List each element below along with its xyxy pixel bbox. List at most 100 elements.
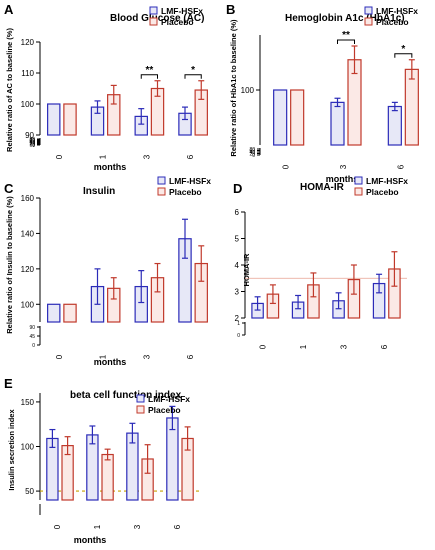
bar-placebo bbox=[404, 68, 419, 146]
x-tick-label: 0 bbox=[55, 354, 64, 359]
legend-label: LMF-HSFx bbox=[148, 394, 190, 404]
significance-label: * bbox=[191, 65, 195, 76]
y-tick-label: 4 bbox=[235, 261, 240, 270]
panel-letter: E bbox=[4, 376, 13, 391]
y-tick-label: 100 bbox=[21, 300, 35, 309]
significance-bracket bbox=[394, 53, 413, 58]
y-break-tick-label: 60 bbox=[249, 149, 255, 155]
y-break-tick-label: 0 bbox=[32, 343, 35, 349]
x-tick-label: 1 bbox=[99, 154, 108, 159]
x-tick-label: 3 bbox=[339, 164, 348, 169]
x-tick-label: 3 bbox=[142, 154, 151, 159]
y-tick-label: 160 bbox=[21, 194, 35, 203]
x-tick-label: 0 bbox=[282, 164, 291, 169]
x-tick-label: 6 bbox=[186, 354, 195, 359]
x-tick-label: 6 bbox=[396, 164, 405, 169]
legend-swatch bbox=[354, 187, 363, 196]
y-break-tick-label: 50 bbox=[29, 139, 35, 145]
x-tick-label: 3 bbox=[133, 524, 142, 529]
bar-placebo bbox=[101, 453, 114, 501]
y-break-tick-label: 60 bbox=[29, 139, 35, 145]
y-break-tick-label: 0 bbox=[252, 153, 255, 159]
y-tick-label: 120 bbox=[21, 38, 35, 47]
chart-title: Insulin bbox=[83, 186, 115, 197]
y-break-tick-label: 70 bbox=[29, 138, 35, 144]
y-break-tick-label: 90 bbox=[29, 325, 35, 331]
y-axis-label: Relative ratio of HbA1c to baseline (%) bbox=[229, 19, 238, 157]
y-break-tick-label: 80 bbox=[249, 147, 255, 153]
legend-label: LMF-HSFx bbox=[366, 176, 408, 186]
significance-label: ** bbox=[342, 30, 350, 41]
y-tick-label: 2 bbox=[235, 314, 240, 323]
bar-lmf-hsfx bbox=[387, 105, 402, 146]
x-tick-label: 3 bbox=[142, 354, 151, 359]
x-tick-label: 3 bbox=[339, 344, 348, 349]
legend-swatch bbox=[157, 176, 166, 185]
panel-d: D HOMA-IR 2 3 4 5 6 0 1 HOMA-IR 0 1 3 6 LMF-HSFxPlaceb… bbox=[233, 176, 408, 349]
legend-swatch bbox=[149, 6, 158, 15]
bar-lmf-hsfx bbox=[330, 101, 345, 146]
y-tick-label: 6 bbox=[235, 208, 240, 217]
legend-swatch bbox=[136, 394, 145, 403]
significance-label: ** bbox=[145, 65, 153, 76]
significance-bracket bbox=[337, 39, 355, 44]
y-axis-label: Relative ratio of Insulin to baseline (%… bbox=[5, 196, 14, 334]
legend-swatch bbox=[136, 405, 145, 414]
panel-letter: C bbox=[4, 181, 14, 196]
x-tick-label: 6 bbox=[380, 344, 389, 349]
y-axis-label: Insulin secretion index bbox=[7, 409, 16, 491]
legend-label: Placebo bbox=[148, 405, 181, 415]
y-break-tick-label: 30 bbox=[29, 141, 35, 147]
panel-letter: A bbox=[4, 2, 14, 17]
x-tick-label: 0 bbox=[55, 154, 64, 159]
y-break-tick-label: 1 bbox=[237, 321, 240, 327]
y-break-tick-label: 20 bbox=[249, 152, 255, 158]
chart-title: HOMA-IR bbox=[300, 182, 345, 193]
y-break-tick-label: 20 bbox=[29, 142, 35, 148]
y-tick-label: 100 bbox=[241, 86, 255, 95]
bar-placebo bbox=[63, 303, 77, 323]
bar-lmf-hsfx bbox=[86, 434, 99, 501]
y-break-tick-label: 40 bbox=[29, 140, 35, 146]
x-tick-label: 6 bbox=[173, 524, 182, 529]
bar-lmf-hsfx bbox=[166, 417, 179, 501]
legend-label: Placebo bbox=[161, 17, 194, 27]
x-tick-label: 1 bbox=[93, 524, 102, 529]
significance-label: * bbox=[401, 44, 405, 55]
y-break-tick-label: 10 bbox=[29, 142, 35, 148]
x-axis-label: months bbox=[326, 174, 359, 184]
x-tick-label: 1 bbox=[99, 354, 108, 359]
y-tick-label: 110 bbox=[21, 69, 34, 78]
bar-placebo bbox=[290, 89, 305, 146]
bar-lmf-hsfx bbox=[273, 89, 288, 146]
legend-label: Placebo bbox=[169, 187, 202, 197]
x-tick-label: 0 bbox=[258, 344, 267, 349]
y-tick-label: 100 bbox=[21, 100, 35, 109]
y-break-tick-label: 40 bbox=[249, 150, 255, 156]
bar-lmf-hsfx bbox=[47, 303, 61, 323]
legend-label: Placebo bbox=[366, 187, 399, 197]
legend-label: Placebo bbox=[376, 17, 409, 27]
x-tick-label: 0 bbox=[53, 524, 62, 529]
y-axis-label: Relative ratio of AC to baseline (%) bbox=[5, 28, 14, 152]
y-tick-label: 100 bbox=[21, 443, 35, 452]
x-tick-label: 1 bbox=[299, 344, 308, 349]
legend-label: LMF-HSFx bbox=[169, 176, 211, 186]
x-axis-label: months bbox=[74, 535, 107, 545]
legend-label: LMF-HSFx bbox=[161, 6, 203, 16]
x-axis-label: months bbox=[94, 357, 127, 367]
y-tick-label: 5 bbox=[235, 235, 240, 244]
panel-letter: D bbox=[233, 181, 242, 196]
x-axis-label: months bbox=[94, 162, 127, 172]
panel-letter: B bbox=[226, 2, 235, 17]
chart-title: Hemoglobin A1c (HbA1c) bbox=[285, 13, 405, 24]
legend-swatch bbox=[364, 17, 373, 26]
y-tick-label: 150 bbox=[21, 398, 35, 407]
y-tick-label: 90 bbox=[25, 131, 34, 140]
significance-bracket bbox=[140, 74, 158, 79]
